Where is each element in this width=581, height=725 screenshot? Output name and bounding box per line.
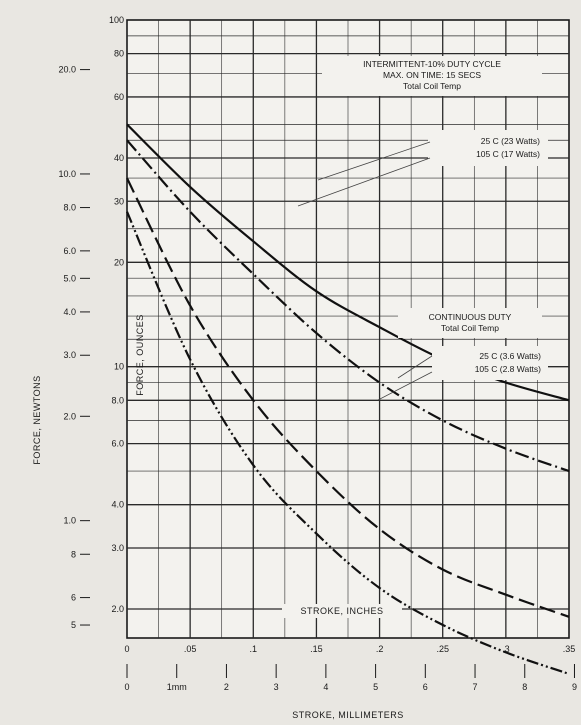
xtick-label-mm: 2 [224, 682, 229, 692]
ytick-label-newtons: 5 [71, 620, 76, 630]
legend-continuous-bg [432, 346, 548, 380]
annotation-continuous-line: Total Coil Temp [441, 323, 499, 333]
annotation-intermittent-line: MAX. ON TIME: 15 SECS [383, 70, 481, 80]
xtick-label-mm: 8 [522, 682, 527, 692]
xtick-label-inches: .35 [563, 644, 576, 654]
xtick-label-inches: .25 [436, 644, 449, 654]
xaxis-title-bg [282, 604, 402, 618]
xtick-label-inches: .15 [310, 644, 323, 654]
ytick-label-ounces: 80 [114, 49, 124, 59]
ytick-label-newtons: 3.0 [63, 350, 76, 360]
xtick-label-mm: 7 [473, 682, 478, 692]
yaxis-title-ounces: FORCE, OUNCES [135, 314, 145, 396]
xtick-label-mm: 1mm [167, 682, 187, 692]
series-line-2 [126, 139, 570, 473]
ytick-label-ounces: 30 [114, 196, 124, 206]
leader-line [397, 355, 433, 379]
xtick-label-mm: 6 [423, 682, 428, 692]
ytick-label-newtons: 2.0 [63, 411, 76, 421]
ytick-label-ounces: 60 [114, 92, 124, 102]
ytick-label-ounces: 8.0 [111, 395, 124, 405]
ytick-label-newtons: 8 [71, 549, 76, 559]
ytick-label-newtons: 5.0 [63, 273, 76, 283]
ytick-label-newtons: 6 [71, 593, 76, 603]
ytick-label-newtons: 10.0 [58, 169, 76, 179]
annotation-intermittent-line: INTERMITTENT-10% DUTY CYCLE [363, 59, 501, 69]
annotation-intermittent-bg [322, 56, 542, 96]
series-line-3 [126, 177, 570, 618]
annotation-continuous-line: CONTINUOUS DUTY [429, 312, 512, 322]
xtick-label-mm: 5 [373, 682, 378, 692]
legend-continuous-label: 25 C (3.6 Watts) [479, 351, 541, 361]
ytick-label-newtons: 6.0 [63, 246, 76, 256]
axes-layer: 1008060403020108.06.04.03.02.020.010.08.… [32, 15, 577, 720]
leader-line [317, 141, 431, 181]
legend-intermittent-bg [428, 130, 548, 166]
series-line-4 [125, 211, 570, 675]
xtick-label-mm: 3 [274, 682, 279, 692]
yaxis-title-newtons: FORCE, NEWTONS [32, 375, 42, 464]
ytick-label-newtons: 4.0 [63, 307, 76, 317]
xtick-label-inches: .1 [250, 644, 258, 654]
ytick-label-ounces: 2.0 [111, 604, 124, 614]
xtick-label-inches: .2 [376, 644, 384, 654]
ytick-label-ounces: 4.0 [111, 500, 124, 510]
ytick-label-ounces: 100 [109, 15, 124, 25]
leader-line [377, 371, 433, 401]
leader-line [297, 157, 431, 207]
xtick-label-inches: .3 [502, 644, 510, 654]
annotation-continuous-bg [398, 308, 542, 338]
xtick-label-inches: 0 [124, 644, 129, 654]
ytick-label-ounces: 3.0 [111, 543, 124, 553]
legend-intermittent-label: 25 C (23 Watts) [481, 136, 540, 146]
xaxis-title-mm: STROKE, MILLIMETERS [292, 710, 404, 720]
ytick-label-ounces: 6.0 [111, 439, 124, 449]
xtick-label-mm: 9 [572, 682, 577, 692]
xaxis-title-inches: STROKE, INCHES [300, 606, 383, 616]
legend-intermittent-label: 105 C (17 Watts) [476, 149, 540, 159]
ytick-label-ounces: 40 [114, 153, 124, 163]
xtick-label-mm: 0 [124, 682, 129, 692]
xtick-label-inches: .05 [184, 644, 197, 654]
ytick-label-newtons: 1.0 [63, 516, 76, 526]
ytick-label-newtons: 20.0 [58, 65, 76, 75]
annotation-intermittent-line: Total Coil Temp [403, 81, 461, 91]
ytick-label-ounces: 10 [114, 362, 124, 372]
ytick-label-ounces: 20 [114, 257, 124, 267]
ytick-label-newtons: 8.0 [63, 203, 76, 213]
legend-continuous-label: 105 C (2.8 Watts) [475, 364, 541, 374]
xtick-label-mm: 4 [323, 682, 328, 692]
